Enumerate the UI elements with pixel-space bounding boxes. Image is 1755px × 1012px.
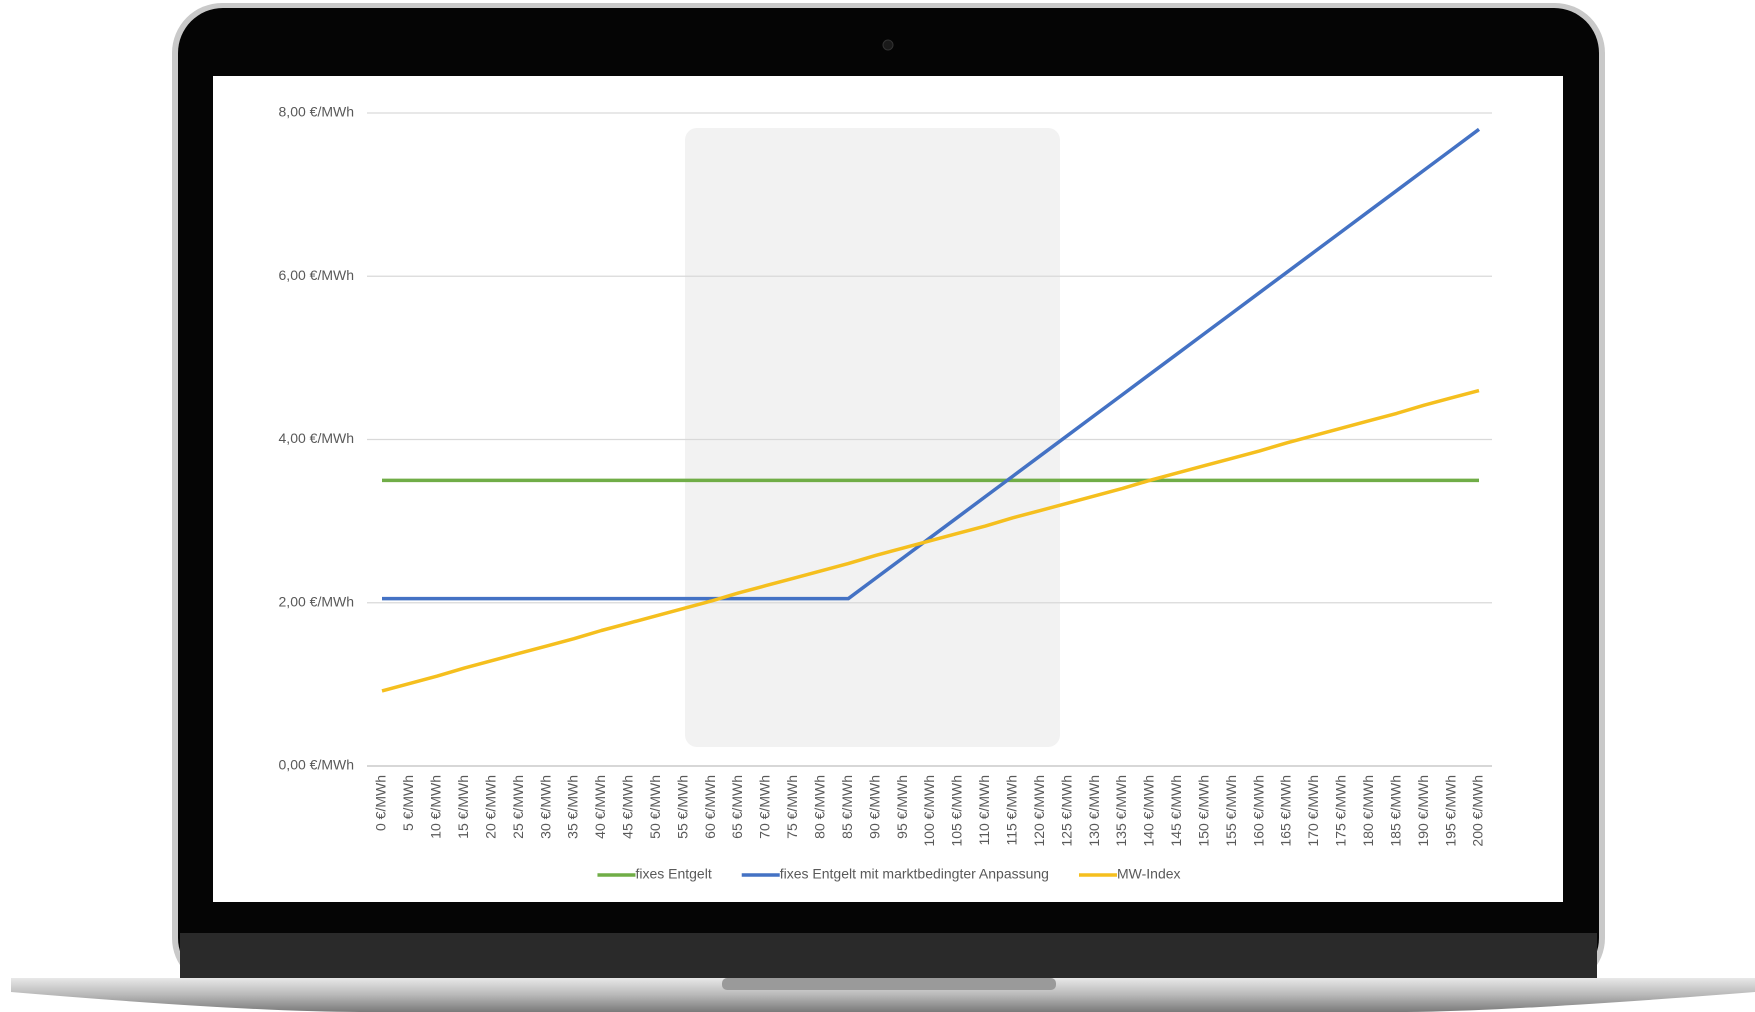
x-tick-label: 160 €/MWh: [1250, 775, 1266, 847]
x-tick-label: 90 €/MWh: [866, 775, 882, 839]
y-tick-label: 6,00 €/MWh: [279, 267, 354, 283]
x-tick-label: 180 €/MWh: [1360, 775, 1376, 847]
x-tick-label: 165 €/MWh: [1278, 775, 1294, 847]
legend-label: MW-Index: [1117, 866, 1181, 882]
x-tick-label: 195 €/MWh: [1442, 775, 1458, 847]
x-tick-label: 70 €/MWh: [757, 775, 773, 839]
legend-label: fixes Entgelt mit marktbedingter Anpassu…: [780, 866, 1049, 882]
x-tick-label: 100 €/MWh: [921, 775, 937, 847]
x-tick-label: 145 €/MWh: [1168, 775, 1184, 847]
x-tick-label: 95 €/MWh: [894, 775, 910, 839]
page: {"chart_data": {"type": "line", "categor…: [0, 0, 1755, 1012]
x-tick-label: 130 €/MWh: [1086, 775, 1102, 847]
x-tick-label: 185 €/MWh: [1387, 775, 1403, 847]
highlight-area: [685, 128, 1060, 747]
x-tick-label: 80 €/MWh: [812, 775, 828, 839]
x-tick-label: 30 €/MWh: [537, 775, 553, 839]
camera: [883, 40, 893, 50]
x-tick-label: 40 €/MWh: [592, 775, 608, 839]
x-tick-label: 120 €/MWh: [1031, 775, 1047, 847]
x-tick-label: 105 €/MWh: [949, 775, 965, 847]
x-tick-label: 140 €/MWh: [1141, 775, 1157, 847]
x-tick-label: 65 €/MWh: [729, 775, 745, 839]
x-tick-label: 20 €/MWh: [482, 775, 498, 839]
laptop-mockup: 0,00 €/MWh 2,00 €/MWh 4,00 €/MWh 6,00 €/MWh…: [0, 0, 1755, 1012]
y-tick-label: 0,00 €/MWh: [279, 757, 354, 773]
x-tick-label: 170 €/MWh: [1305, 775, 1321, 847]
x-tick-label: 0 €/MWh: [373, 775, 389, 831]
x-tick-label: 175 €/MWh: [1333, 775, 1349, 847]
x-tick-label: 115 €/MWh: [1003, 775, 1019, 846]
x-tick-label: 135 €/MWh: [1113, 775, 1129, 847]
x-tick-label: 190 €/MWh: [1415, 775, 1431, 847]
x-tick-label: 35 €/MWh: [565, 775, 581, 839]
y-tick-label: 2,00 €/MWh: [279, 593, 354, 609]
x-tick-label: 5 €/MWh: [400, 775, 416, 831]
x-tick-label: 50 €/MWh: [647, 775, 663, 839]
y-tick-label: 8,00 €/MWh: [279, 104, 354, 120]
x-tick-label: 10 €/MWh: [428, 775, 444, 839]
x-tick-label: 75 €/MWh: [784, 775, 800, 839]
x-tick-label: 150 €/MWh: [1195, 775, 1211, 847]
y-tick-label: 4,00 €/MWh: [279, 430, 354, 446]
x-tick-label: 60 €/MWh: [702, 775, 718, 839]
x-tick-label: 125 €/MWh: [1058, 775, 1074, 847]
laptop-chin: [180, 933, 1597, 978]
x-tick-label: 45 €/MWh: [620, 775, 636, 839]
x-tick-label: 110 €/MWh: [976, 775, 992, 846]
x-tick-label: 55 €/MWh: [674, 775, 690, 839]
x-tick-label: 155 €/MWh: [1223, 775, 1239, 847]
legend-label: fixes Entgelt: [635, 866, 711, 882]
x-tick-label: 200 €/MWh: [1470, 775, 1486, 847]
laptop-notch: [722, 978, 1056, 990]
x-tick-label: 15 €/MWh: [455, 775, 471, 839]
x-tick-label: 25 €/MWh: [510, 775, 526, 839]
x-tick-label: 85 €/MWh: [839, 775, 855, 839]
